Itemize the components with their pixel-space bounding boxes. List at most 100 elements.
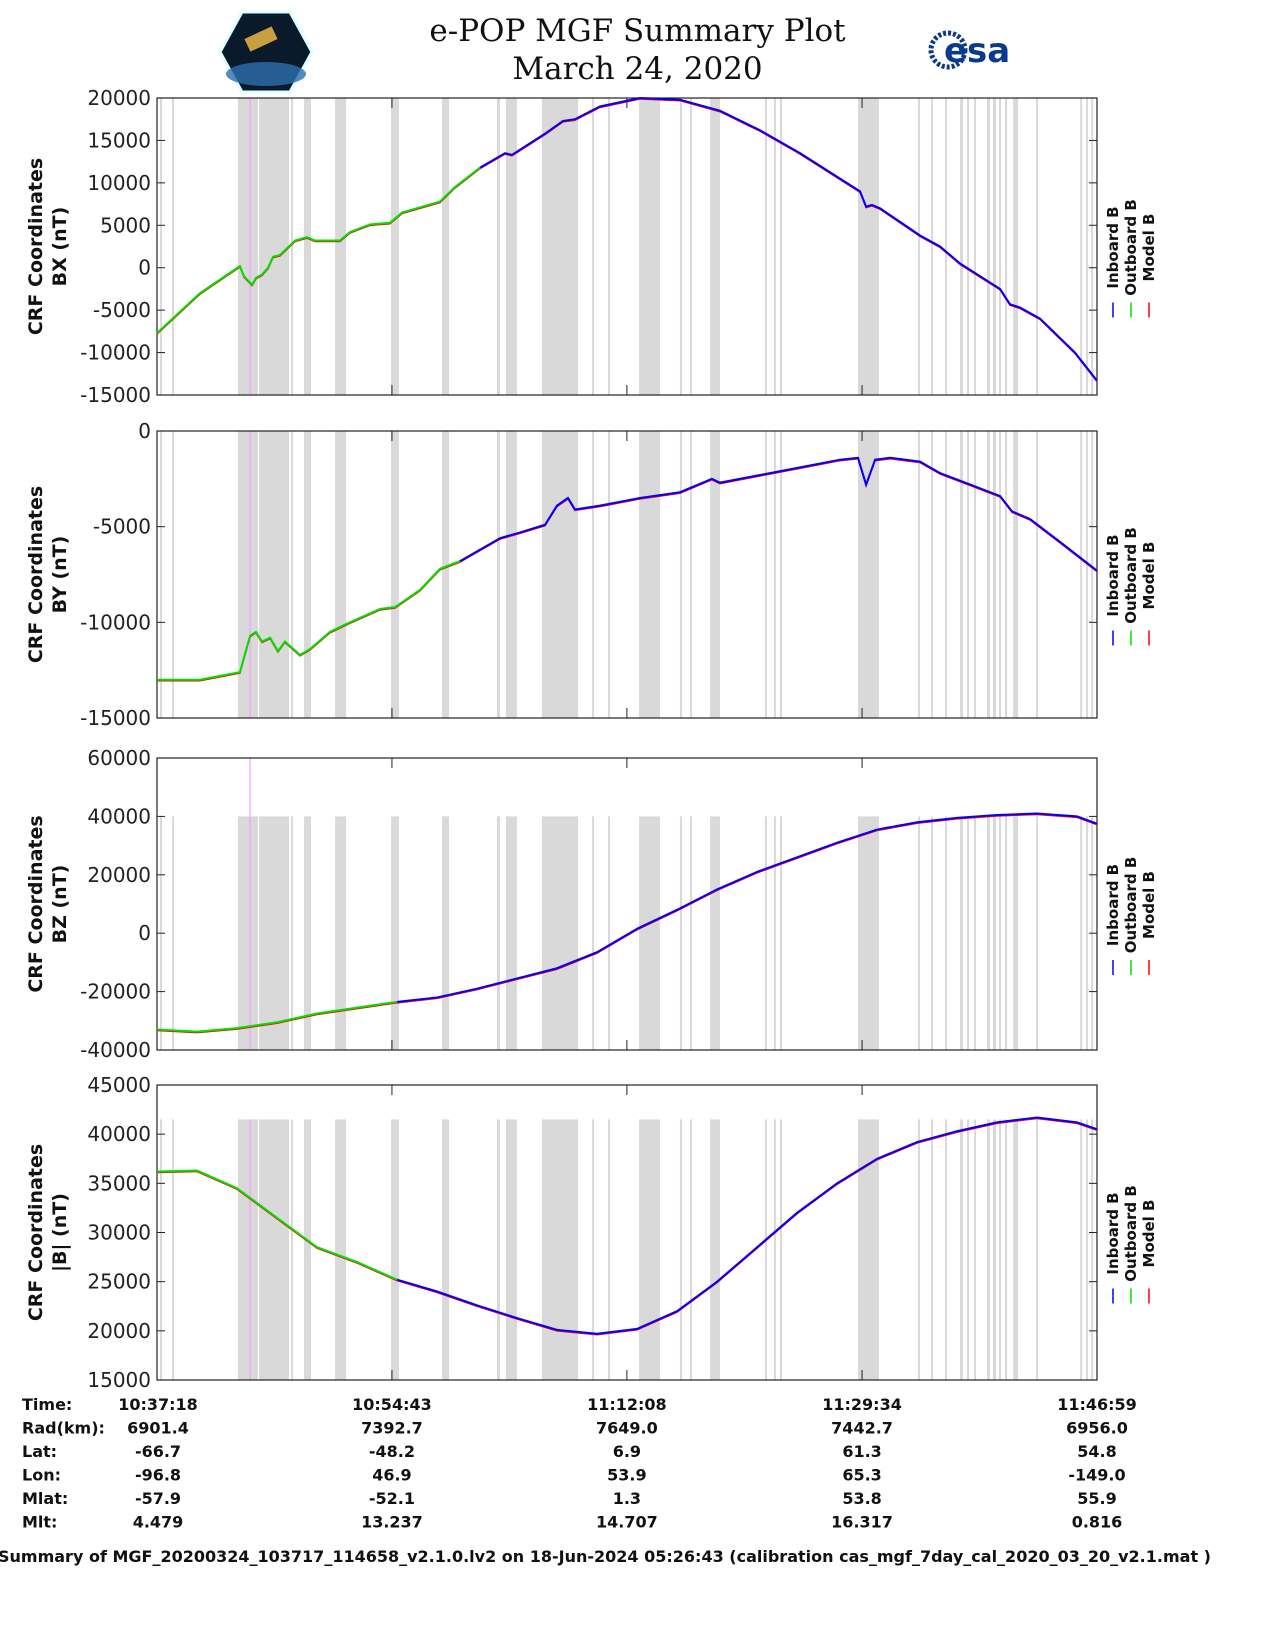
gap-band xyxy=(639,816,660,1050)
gap-band xyxy=(1036,98,1039,395)
y-tick-label: 35000 xyxy=(87,1171,151,1195)
footer-caption: Summary of MGF_20200324_103717_114658_v2… xyxy=(0,1547,1211,1566)
gap-band xyxy=(237,98,258,395)
gap-band xyxy=(710,1119,720,1380)
gap-band xyxy=(1036,431,1039,718)
ephemeris-cell: 6.9 xyxy=(613,1442,641,1461)
gap-band xyxy=(505,1119,517,1380)
gap-band xyxy=(304,1119,312,1380)
title-text: e-POP MGF Summary Plot xyxy=(429,13,846,49)
gap-band xyxy=(967,431,970,718)
gap-band xyxy=(1080,816,1083,1050)
y-axis-label: CRF Coordinates xyxy=(25,158,47,335)
gap-band xyxy=(335,1119,347,1380)
gap-band xyxy=(710,431,720,718)
gap-band xyxy=(998,816,1001,1050)
model-b-line xyxy=(157,457,1098,682)
gap-band xyxy=(608,816,611,1050)
gap-band xyxy=(391,431,399,718)
y-tick-label: 15000 xyxy=(87,128,151,152)
gap-band xyxy=(496,1119,501,1380)
gap-band xyxy=(960,431,964,718)
outboard-b-line xyxy=(156,1000,398,1033)
y-tick-label: -5000 xyxy=(93,515,151,539)
y-tick-label: 0 xyxy=(138,419,151,443)
model-b-line xyxy=(156,1117,1098,1336)
panel-4: 15000 20000 25000 30000 35000 40000 45000 CRF C… xyxy=(25,1073,1158,1392)
gap-band xyxy=(1085,98,1089,395)
gap-band xyxy=(541,816,579,1050)
gap-band xyxy=(998,431,1001,718)
ephemeris-cell: 10:54:43 xyxy=(352,1395,432,1414)
gap-band xyxy=(541,1119,579,1380)
gap-band xyxy=(172,1119,175,1380)
y-tick-label: 30000 xyxy=(87,1221,151,1245)
ephemeris-row-label: Mlat: xyxy=(22,1489,68,1508)
gap-band xyxy=(259,98,289,395)
y-tick-label: -40000 xyxy=(80,1038,151,1062)
ephemeris-cell: 13.237 xyxy=(361,1513,423,1532)
gap-band xyxy=(172,431,175,718)
gap-band xyxy=(858,98,879,395)
gap-band xyxy=(1080,431,1083,718)
legend-label: Outboard B xyxy=(1122,199,1140,296)
gap-band xyxy=(1036,816,1039,1050)
gap-band xyxy=(639,431,660,718)
gap-band xyxy=(304,816,312,1050)
gap-band xyxy=(987,816,990,1050)
gap-band xyxy=(974,1119,977,1380)
y-tick-label: -10000 xyxy=(80,341,151,365)
axes-frame xyxy=(156,757,1098,1051)
inboard-b-line xyxy=(396,1116,1098,1335)
y-axis-label: BZ (nT) xyxy=(49,865,71,944)
gap-band xyxy=(945,431,948,718)
gap-band xyxy=(259,816,289,1050)
ephemeris-cell: -66.7 xyxy=(135,1442,181,1461)
gap-band xyxy=(779,98,783,395)
ephemeris-row-label: Time: xyxy=(22,1395,72,1414)
y-axis-label: CRF Coordinates xyxy=(25,815,47,992)
gap-band xyxy=(608,98,611,395)
gap-band xyxy=(918,816,921,1050)
gap-band xyxy=(290,431,294,718)
gap-band xyxy=(773,431,776,718)
outboard-b-line xyxy=(156,166,481,334)
gap-band xyxy=(172,98,175,395)
ephemeris-cell: 16.317 xyxy=(831,1513,893,1532)
gap-band xyxy=(918,431,921,718)
legend-label: Outboard B xyxy=(1122,1185,1140,1282)
gap-band xyxy=(931,98,934,395)
gap-band xyxy=(1013,98,1019,395)
ephemeris-cell: 14.707 xyxy=(596,1513,658,1532)
legend-label: Model B xyxy=(1140,542,1158,610)
gap-band xyxy=(391,816,399,1050)
y-tick-label: 25000 xyxy=(87,1270,151,1294)
gap-band xyxy=(1085,1119,1089,1380)
outboard-b-line xyxy=(156,1169,398,1281)
gap-band xyxy=(172,816,175,1050)
gap-band xyxy=(974,98,977,395)
axes-frame xyxy=(156,97,1098,396)
gap-band xyxy=(541,431,579,718)
gap-band xyxy=(773,98,776,395)
gap-band xyxy=(945,1119,948,1380)
gap-band xyxy=(1013,431,1019,718)
legend-label: Inboard B xyxy=(1104,864,1122,946)
ephemeris-cell: -149.0 xyxy=(1068,1466,1125,1485)
gap-band xyxy=(779,431,783,718)
gap-band xyxy=(987,431,990,718)
gap-band xyxy=(639,1119,660,1380)
gap-band xyxy=(391,1119,399,1380)
gap-band xyxy=(592,98,595,395)
ephemeris-cell: 11:46:59 xyxy=(1057,1395,1137,1414)
gap-band xyxy=(931,816,934,1050)
axes-frame xyxy=(156,430,1098,719)
gap-band xyxy=(592,816,595,1050)
gap-band xyxy=(1036,1119,1039,1380)
model-b-line xyxy=(156,813,1098,1034)
gap-band xyxy=(290,1119,294,1380)
gap-band xyxy=(987,98,990,395)
gap-band xyxy=(945,816,948,1050)
gap-band xyxy=(858,1119,879,1380)
legend-label: Model B xyxy=(1140,1200,1158,1268)
